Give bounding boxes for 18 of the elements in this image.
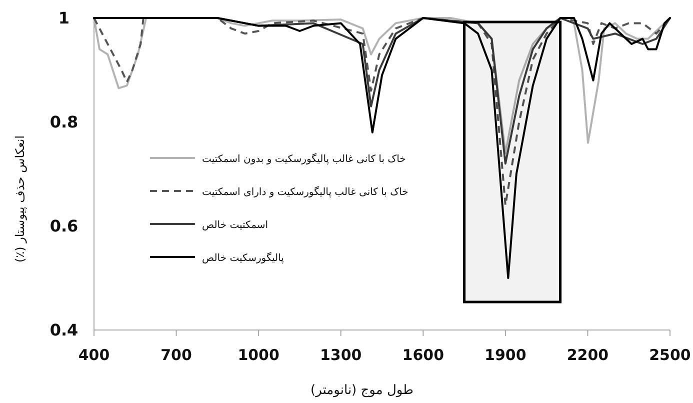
x-tick-label: 2500 — [649, 346, 691, 364]
x-tick-label: 1600 — [402, 346, 444, 364]
y-tick-label: 0.4 — [50, 320, 78, 340]
legend-label: خاک با کانی غالب پالیگورسکیت و دارای اسمکتیت — [202, 186, 408, 198]
y-axis-title: انعکاس حذف پیوستار (٪) — [13, 135, 27, 263]
legend-label: پالیگورسکیت خالص — [202, 252, 284, 264]
x-tick-label: 1900 — [484, 346, 526, 364]
legend-label: اسمکتیت خالص — [202, 220, 268, 231]
y-tick-label: 0.8 — [50, 112, 78, 132]
y-tick-label: 1 — [58, 8, 70, 28]
x-axis-title: طول موج (نانومتر) — [310, 383, 414, 398]
x-tick-label: 1000 — [238, 346, 280, 364]
x-tick-label: 2200 — [566, 346, 609, 364]
legend-label: خاک با کانی غالب پالیگورسکیت و بدون اسمکتیت — [202, 153, 406, 165]
x-tick-label: 700 — [160, 346, 192, 364]
x-tick-label: 1300 — [320, 346, 362, 364]
y-tick-label: 0.6 — [50, 216, 78, 236]
x-tick-label: 400 — [78, 346, 110, 364]
